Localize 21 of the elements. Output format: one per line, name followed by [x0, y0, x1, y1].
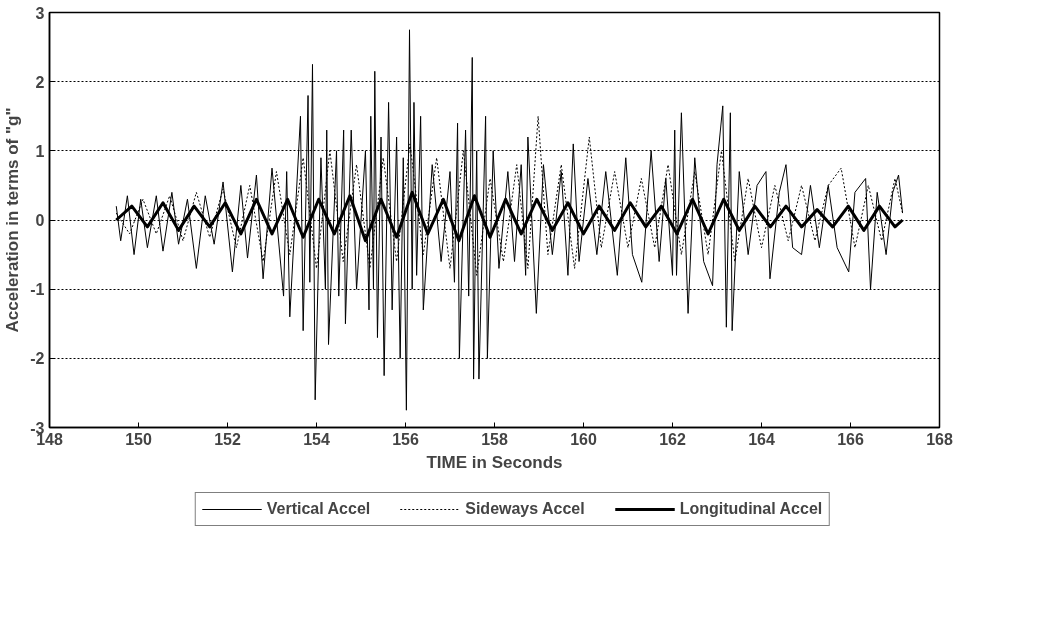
x-tick-label: 162 [659, 430, 686, 448]
x-axis-title: TIME in Seconds [426, 452, 563, 472]
y-tick-label: 0 [35, 212, 45, 229]
y-axis-title: Acceleration in terms of "g" [3, 107, 23, 333]
y-tick-label: 3 [35, 4, 45, 22]
y-tick-label: -2 [30, 350, 45, 368]
x-tick-label: 164 [748, 430, 775, 448]
y-tick-label: 1 [35, 142, 45, 160]
x-tick-label: 152 [214, 430, 241, 448]
legend-label: Vertical Accel [266, 500, 371, 518]
x-tick-label: 150 [125, 430, 152, 448]
x-tick-label: 156 [392, 430, 419, 448]
y-tick-label: 2 [35, 73, 45, 91]
x-tick-label: 166 [837, 430, 864, 448]
legend-label: Sideways Accel [465, 500, 585, 518]
legend-label: Longitudinal Accel [679, 500, 823, 518]
x-tick-label: 160 [570, 430, 597, 448]
y-tick-label: -1 [30, 281, 45, 299]
x-tick-label: 158 [481, 430, 508, 448]
x-tick-label: 154 [303, 430, 330, 448]
x-tick-label: 168 [926, 430, 953, 448]
